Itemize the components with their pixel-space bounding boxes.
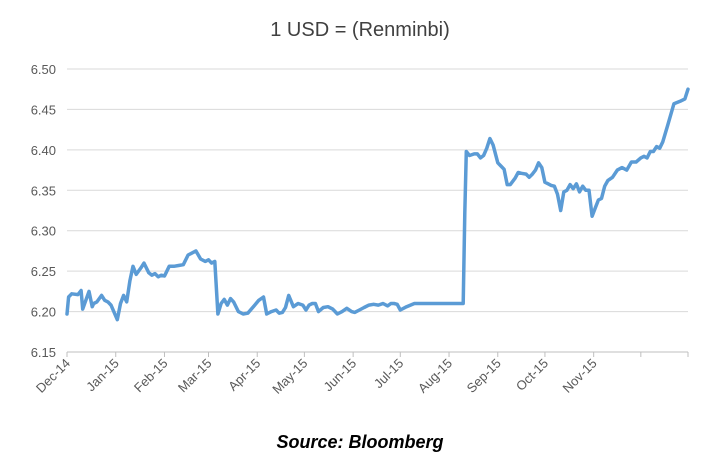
- y-tick-label: 6.50: [31, 62, 56, 77]
- x-tick-label: Sep-15: [464, 356, 504, 396]
- y-tick-label: 6.30: [31, 224, 56, 239]
- x-tick-label: Feb-15: [131, 356, 171, 396]
- y-tick-label: 6.15: [31, 345, 56, 360]
- x-tick-label: Dec-14: [33, 356, 73, 396]
- x-tick-label: Oct-15: [513, 356, 551, 394]
- x-tick-label: Jun-15: [321, 356, 360, 395]
- x-tick-label: Aug-15: [415, 356, 455, 396]
- y-tick-label: 6.25: [31, 264, 56, 279]
- x-tick-label: Apr-15: [225, 356, 263, 394]
- x-tick-label: Jan-15: [83, 356, 122, 395]
- series-line-usd-cny: [65, 87, 690, 322]
- y-tick-label: 6.35: [31, 183, 56, 198]
- x-tick-label: Jul-15: [371, 356, 407, 392]
- source-caption: Source: Bloomberg: [276, 432, 444, 452]
- x-tick-label: May-15: [269, 356, 310, 397]
- y-tick-label: 6.45: [31, 102, 56, 117]
- y-tick-label: 6.40: [31, 143, 56, 158]
- gridlines: [67, 68, 688, 313]
- chart-title: 1 USD = (Renminbi): [270, 19, 450, 41]
- x-tick-label: Nov-15: [560, 356, 600, 396]
- y-axis-ticks: 6.15 6.20 6.25 6.30 6.35 6.40 6.45 6.50: [31, 62, 56, 360]
- y-tick-label: 6.20: [31, 305, 56, 320]
- x-tick-label: Mar-15: [175, 356, 215, 396]
- line-chart: 1 USD = (Renminbi) 6.156.206.256.306.356…: [31, 19, 690, 397]
- x-axis-ticks: Dec-14 Jan-15 Feb-15 Mar-15 Apr-15 May-15 Jun-…: [33, 352, 689, 397]
